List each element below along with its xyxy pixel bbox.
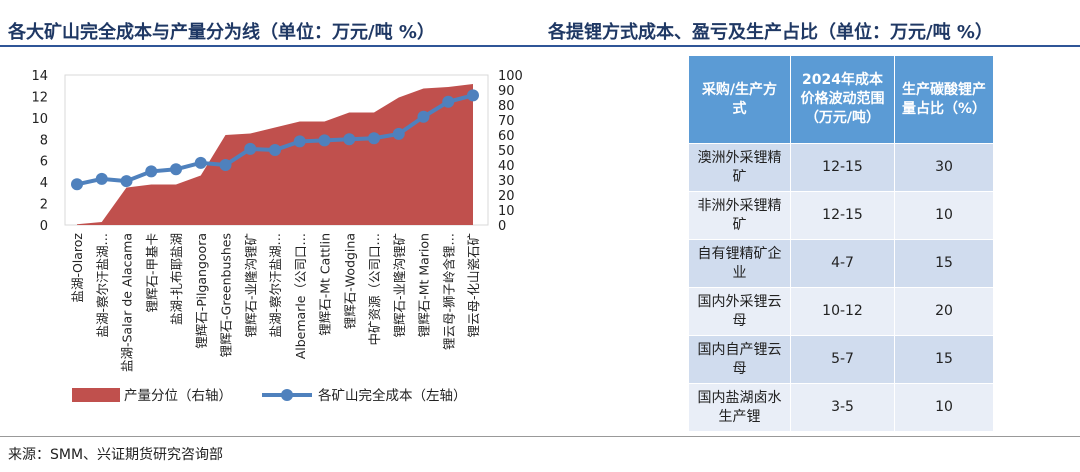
category-label: 锂辉石-业隆沟锂矿 <box>243 233 258 338</box>
table-row: 国内盐湖卤水生产锂 3-5 10 <box>688 383 994 432</box>
header-divider <box>0 45 1080 47</box>
table-row: 非洲外采锂精矿 12-15 10 <box>688 191 994 240</box>
left-tick-label: 2 <box>40 198 48 213</box>
legend-area-swatch <box>72 388 120 402</box>
category-label: 锂云母-狮子岭含锂… <box>441 233 456 350</box>
left-tick-label: 6 <box>40 155 48 170</box>
category-label: 锂辉石-Pilgangoora <box>194 233 209 349</box>
right-title: 各提锂方式成本、盈亏及生产占比（单位：万元/吨 %） <box>548 22 993 43</box>
category-label: 锂辉石-甲基卡 <box>144 233 159 313</box>
table-cell: 15 <box>894 335 994 384</box>
legend-area-label: 产量分位（右轴） <box>124 388 232 404</box>
table-cell: 5-7 <box>790 335 895 384</box>
cost-point <box>417 110 430 123</box>
right-tick-label: 50 <box>498 144 515 159</box>
cost-point <box>293 135 306 148</box>
category-label: 锂辉石-Wodgina <box>342 233 357 329</box>
right-tick-label: 20 <box>498 189 515 204</box>
cost-point <box>145 165 158 178</box>
right-tick-label: 30 <box>498 174 515 189</box>
table-row: 澳洲外采锂精矿 12-15 30 <box>688 143 994 192</box>
table-cell: 30 <box>894 143 994 192</box>
category-label: 盐湖-察尔汗盐湖… <box>268 233 283 338</box>
table-row: 国内外采锂云母 10-12 20 <box>688 287 994 336</box>
table-header: 2024年成本价格波动范围（万元/吨） <box>790 55 895 144</box>
cost-point <box>269 144 281 156</box>
table-cell: 12-15 <box>790 143 895 192</box>
category-label: 锂云母-化山瓷石矿 <box>466 233 481 338</box>
right-tick-label: 40 <box>498 159 515 174</box>
left-tick-label: 14 <box>31 69 48 84</box>
cost-point <box>467 89 479 102</box>
table-row: 国内自产锂云母 5-7 15 <box>688 335 994 384</box>
left-title: 各大矿山完全成本与产量分为线（单位：万元/吨 %） <box>8 22 435 43</box>
right-tick-label: 70 <box>498 114 515 129</box>
legend-line-label: 各矿山完全成本（左轴） <box>318 387 467 404</box>
cost-point <box>71 178 83 191</box>
left-tick-label: 12 <box>31 90 48 105</box>
table-cell: 4-7 <box>790 239 895 288</box>
table-cell: 12-15 <box>790 191 895 240</box>
footer-divider <box>0 436 1080 437</box>
left-tick-label: 4 <box>40 176 48 191</box>
category-label: 盐湖-Salar de Alacama <box>120 233 135 372</box>
cost-point <box>318 134 331 147</box>
right-tick-label: 100 <box>498 69 523 84</box>
category-label: 盐湖-Olaroz <box>70 233 85 303</box>
table-cell: 3-5 <box>790 383 895 432</box>
category-label: 中矿资源（公司口… <box>367 233 382 346</box>
lithium-method-table: 采购/生产方式 2024年成本价格波动范围（万元/吨） 生产碳酸锂产量占比（%） 澳… <box>688 55 994 432</box>
table-cell: 10 <box>894 191 994 240</box>
table-cell: 澳洲外采锂精矿 <box>688 143 791 192</box>
left-tick-label: 8 <box>40 133 48 148</box>
cost-point <box>442 95 455 108</box>
table-header: 生产碳酸锂产量占比（%） <box>894 55 994 144</box>
cost-point <box>392 127 405 140</box>
category-label: 盐湖-察尔汗盐湖… <box>95 233 110 338</box>
table-header: 采购/生产方式 <box>688 55 791 144</box>
cost-point <box>219 159 232 171</box>
cost-point <box>368 132 380 145</box>
right-tick-label: 90 <box>498 84 515 99</box>
table-cell: 10-12 <box>790 287 895 336</box>
table-cell: 10 <box>894 383 994 432</box>
category-label: 锂辉石-Greenbushes <box>219 233 234 357</box>
table-row: 自有锂精矿企业 4-7 15 <box>688 239 994 288</box>
table-cell: 20 <box>894 287 994 336</box>
cost-point <box>170 163 182 176</box>
cost-point <box>120 175 133 188</box>
right-tick-label: 0 <box>498 219 506 234</box>
table-cell: 15 <box>894 239 994 288</box>
right-tick-label: 80 <box>498 99 515 114</box>
right-tick-label: 10 <box>498 204 515 219</box>
cost-point <box>95 172 108 185</box>
left-tick-label: 0 <box>40 219 48 234</box>
right-tick-label: 60 <box>498 129 515 144</box>
category-label: 锂辉石-业隆沟锂矿 <box>392 233 407 338</box>
cost-point <box>343 133 356 146</box>
left-tick-label: 10 <box>31 112 48 127</box>
table-cell: 国内自产锂云母 <box>688 335 791 384</box>
category-label: 锂辉石-Mt Marion <box>417 233 432 337</box>
legend-line-marker <box>281 389 293 401</box>
source-note: 来源：SMM、兴证期货研究咨询部 <box>8 447 224 463</box>
table-cell: 国内盐湖卤水生产锂 <box>688 383 791 432</box>
cost-point <box>244 142 257 155</box>
category-label: 锂辉石-Mt Cattlin <box>318 233 333 336</box>
category-label: Albemarle（公司口… <box>293 233 308 359</box>
table-cell: 国内外采锂云母 <box>688 287 791 336</box>
table-cell: 非洲外采锂精矿 <box>688 191 791 240</box>
cost-point <box>194 156 207 169</box>
table-cell: 自有锂精矿企业 <box>688 239 791 288</box>
category-label: 盐湖-扎布耶盐湖 <box>169 233 184 325</box>
cost-production-chart: 024681012140102030405060708090100盐湖-Olar… <box>31 69 523 404</box>
